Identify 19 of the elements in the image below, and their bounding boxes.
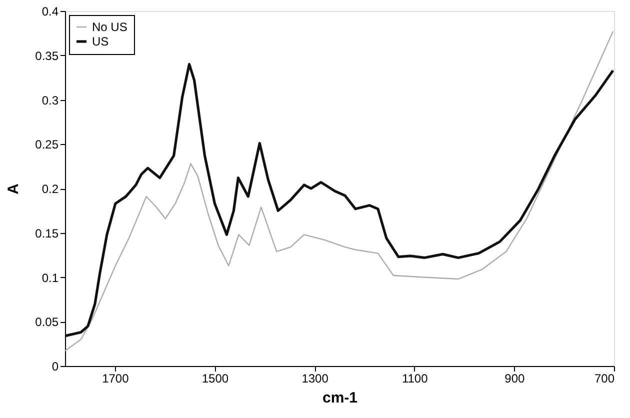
x-tick-label: 900: [504, 372, 526, 386]
x-tick-label: 1500: [202, 372, 229, 386]
y-tick-label: 0.1: [42, 270, 59, 285]
x-tick-label: 700: [594, 372, 615, 386]
x-axis-title: cm-1: [322, 390, 358, 406]
y-tick-label: 0.3: [42, 93, 59, 108]
y-tick-label: 0.35: [35, 48, 59, 63]
x-tick-label: 1300: [302, 372, 329, 386]
y-tick-label: 0.4: [42, 4, 59, 18]
y-tick-label: 0.25: [35, 138, 59, 152]
x-tick-label: 1100: [402, 372, 428, 386]
y-tick-label: 0.2: [42, 182, 59, 196]
legend-label: US: [92, 34, 109, 48]
x-tick-label: 1700: [102, 372, 130, 386]
y-axis-title: A: [5, 183, 22, 194]
y-tick-label: 0.15: [35, 226, 59, 240]
y-tick-label: 0: [52, 360, 59, 374]
legend-label: No US: [92, 20, 128, 34]
y-tick-label: 0.05: [35, 315, 59, 330]
